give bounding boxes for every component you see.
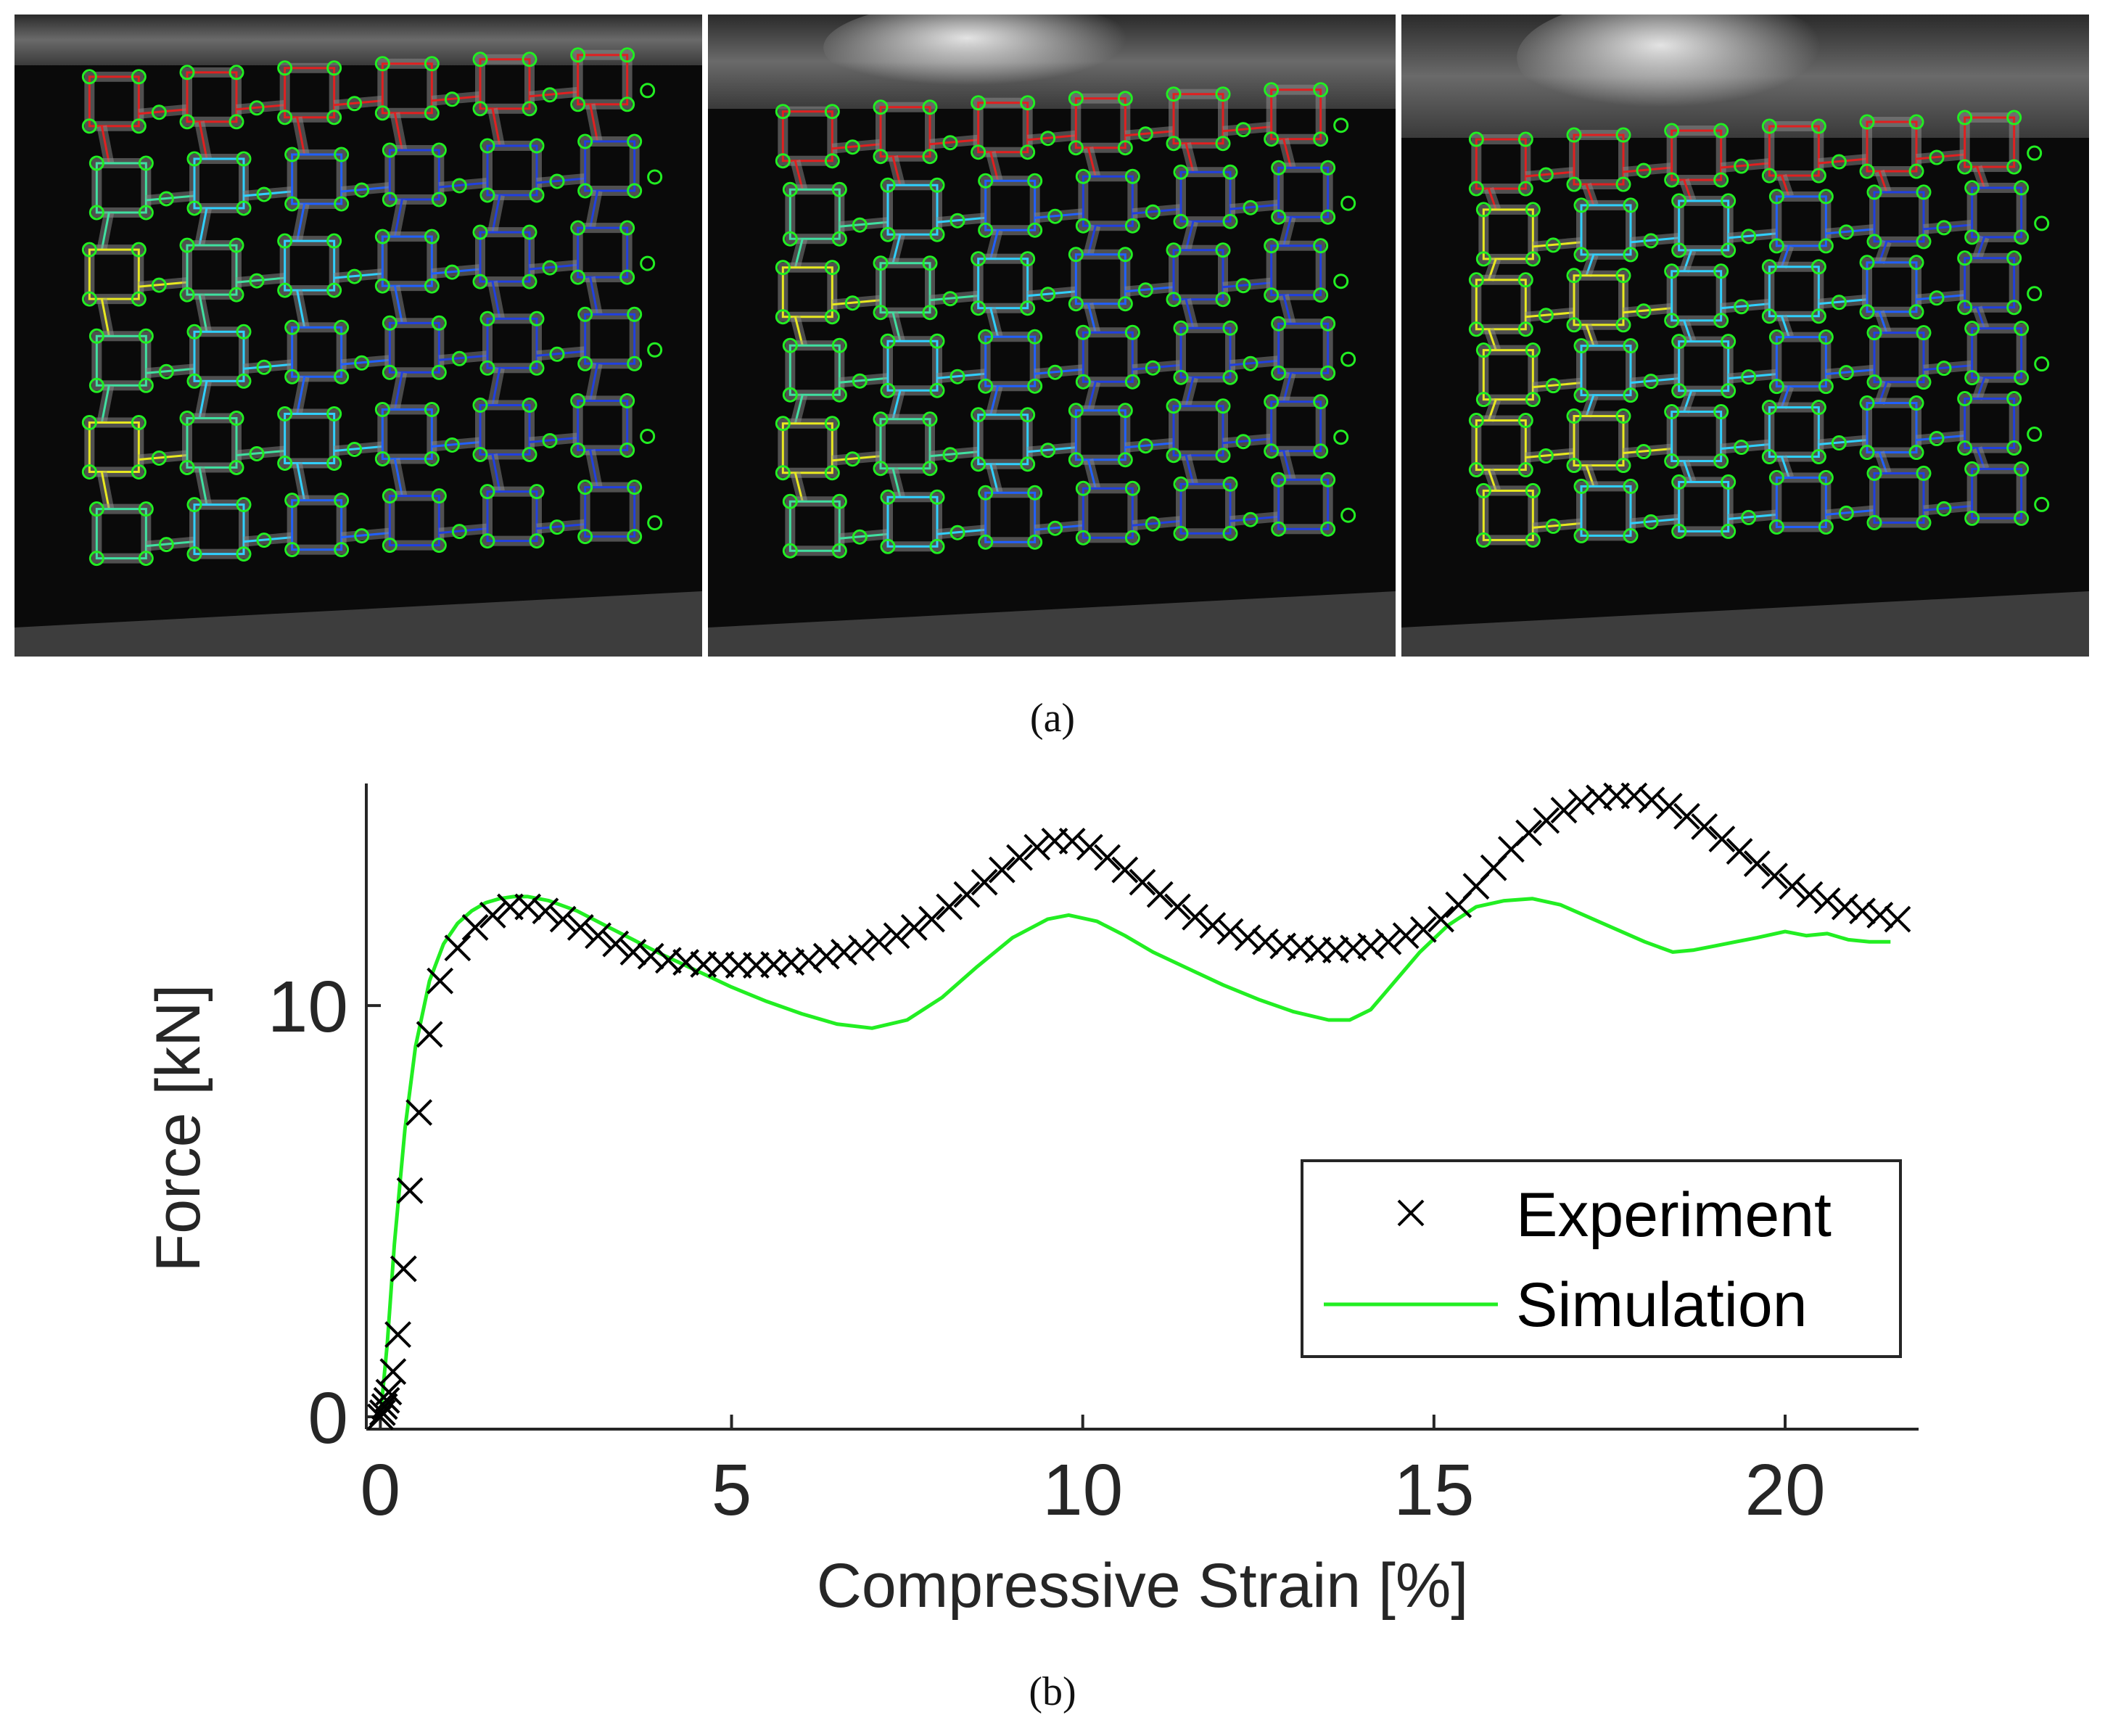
experiment-point xyxy=(1638,786,1665,814)
experiment-point xyxy=(602,930,630,958)
experiment-point xyxy=(373,1386,400,1414)
experiment-point xyxy=(532,897,559,925)
experiment-point xyxy=(371,1393,398,1420)
experiment-point xyxy=(1796,881,1824,908)
experiment-point xyxy=(1849,897,1876,925)
experiment-point xyxy=(585,922,611,950)
experiment-point xyxy=(1146,881,1174,908)
experiment-point xyxy=(988,856,1016,884)
experiment-point xyxy=(831,939,857,966)
experiment-point xyxy=(444,934,471,962)
experiment-point xyxy=(379,1358,407,1386)
experiment-point xyxy=(384,1321,411,1349)
experiment-point xyxy=(1058,827,1086,855)
x-tick-label: 10 xyxy=(1042,1449,1123,1531)
experiment-point xyxy=(1216,918,1244,945)
experiment-point xyxy=(883,922,910,950)
experiment-point xyxy=(953,881,981,908)
experiment-point xyxy=(865,928,893,955)
experiment-point xyxy=(1094,844,1121,871)
experiment-point xyxy=(1620,782,1648,810)
experiment-point xyxy=(1761,863,1788,889)
experiment-point xyxy=(1866,901,1894,929)
experiment-point xyxy=(1252,928,1279,955)
plot-area xyxy=(366,782,1911,1431)
experiment-point xyxy=(1831,893,1858,921)
experiment-point xyxy=(1428,905,1454,933)
experiment-point xyxy=(1129,868,1156,896)
experiment-point xyxy=(549,905,577,933)
x-tick-label: 15 xyxy=(1393,1449,1474,1531)
experiment-point xyxy=(1779,873,1806,900)
experiment-point xyxy=(637,942,664,970)
experiment-point xyxy=(1691,813,1718,840)
experiment-point xyxy=(479,901,506,929)
legend-marker-experiment xyxy=(1397,1199,1425,1227)
legend-label-simulation: Simulation xyxy=(1516,1270,1808,1340)
experiment-point xyxy=(812,942,840,970)
experiment-point xyxy=(918,905,945,933)
experiment-point xyxy=(1234,924,1261,951)
panel-a-images xyxy=(15,15,2089,657)
experiment-point xyxy=(461,913,489,941)
experiment-point xyxy=(971,868,998,896)
experiment-point xyxy=(1199,912,1227,939)
legend-label-experiment: Experiment xyxy=(1516,1180,1832,1250)
force-strain-chart: 0 5 10 15 20 0 10 Experiment Simulation Compres… xyxy=(144,782,1919,1621)
y-tick-label: 0 xyxy=(308,1378,348,1459)
experiment-point xyxy=(1726,838,1753,865)
panel-b-caption: (b) xyxy=(1029,1669,1076,1714)
experiment-point xyxy=(390,1255,417,1283)
experiment-point xyxy=(1023,834,1051,861)
photo-frame-2 xyxy=(708,15,1396,657)
panel-a-caption: (a) xyxy=(1029,696,1076,741)
experiment-point xyxy=(567,913,594,941)
x-tick-label: 5 xyxy=(712,1449,752,1531)
x-tick-label: 0 xyxy=(361,1449,401,1531)
experiment-point xyxy=(514,893,542,921)
y-tick-label: 10 xyxy=(268,966,348,1048)
experiment-point xyxy=(427,967,454,995)
experiment-point xyxy=(396,1177,424,1204)
experiment-point xyxy=(1813,887,1841,914)
experiment-point xyxy=(1708,826,1736,852)
experiment-point xyxy=(936,893,963,921)
x-tick-label: 20 xyxy=(1744,1449,1825,1531)
experiment-point xyxy=(1375,928,1402,955)
experiment-point xyxy=(848,934,876,962)
experiment-point xyxy=(1884,905,1911,933)
experiment-point xyxy=(1743,850,1771,877)
x-axis-label: Compressive Strain [%] xyxy=(817,1551,1469,1621)
photo-frame-1 xyxy=(15,15,702,657)
experiment-point xyxy=(1515,819,1542,847)
experiment-point xyxy=(1111,856,1139,884)
experiment-point xyxy=(1550,797,1578,824)
experiment-point xyxy=(1568,789,1595,815)
simulation-line xyxy=(378,894,1891,1418)
y-axis-label: Force [kN] xyxy=(144,984,213,1272)
legend: Experiment Simulation xyxy=(1301,1159,1902,1358)
experiment-point xyxy=(1533,807,1560,834)
axes: 0 5 10 15 20 0 10 xyxy=(268,783,1919,1531)
experiment-point xyxy=(405,1099,433,1126)
experiment-point xyxy=(795,947,823,974)
experiment-point xyxy=(1392,922,1420,950)
experiment-point xyxy=(1673,802,1700,830)
photo-frame-3 xyxy=(1401,15,2089,657)
legend-box xyxy=(1301,1159,1902,1358)
experiment-point xyxy=(1006,844,1033,871)
experiment-point xyxy=(1655,792,1683,820)
experiment-point xyxy=(1182,903,1209,931)
experiment-point xyxy=(416,1021,443,1048)
experiment-point xyxy=(1076,834,1103,861)
experiment-point xyxy=(619,939,647,966)
experiment-point xyxy=(1409,916,1437,943)
experiment-point xyxy=(1164,893,1191,921)
experiment-point xyxy=(375,1378,403,1406)
experiment-point xyxy=(900,913,928,941)
experiment-point xyxy=(1357,932,1385,960)
